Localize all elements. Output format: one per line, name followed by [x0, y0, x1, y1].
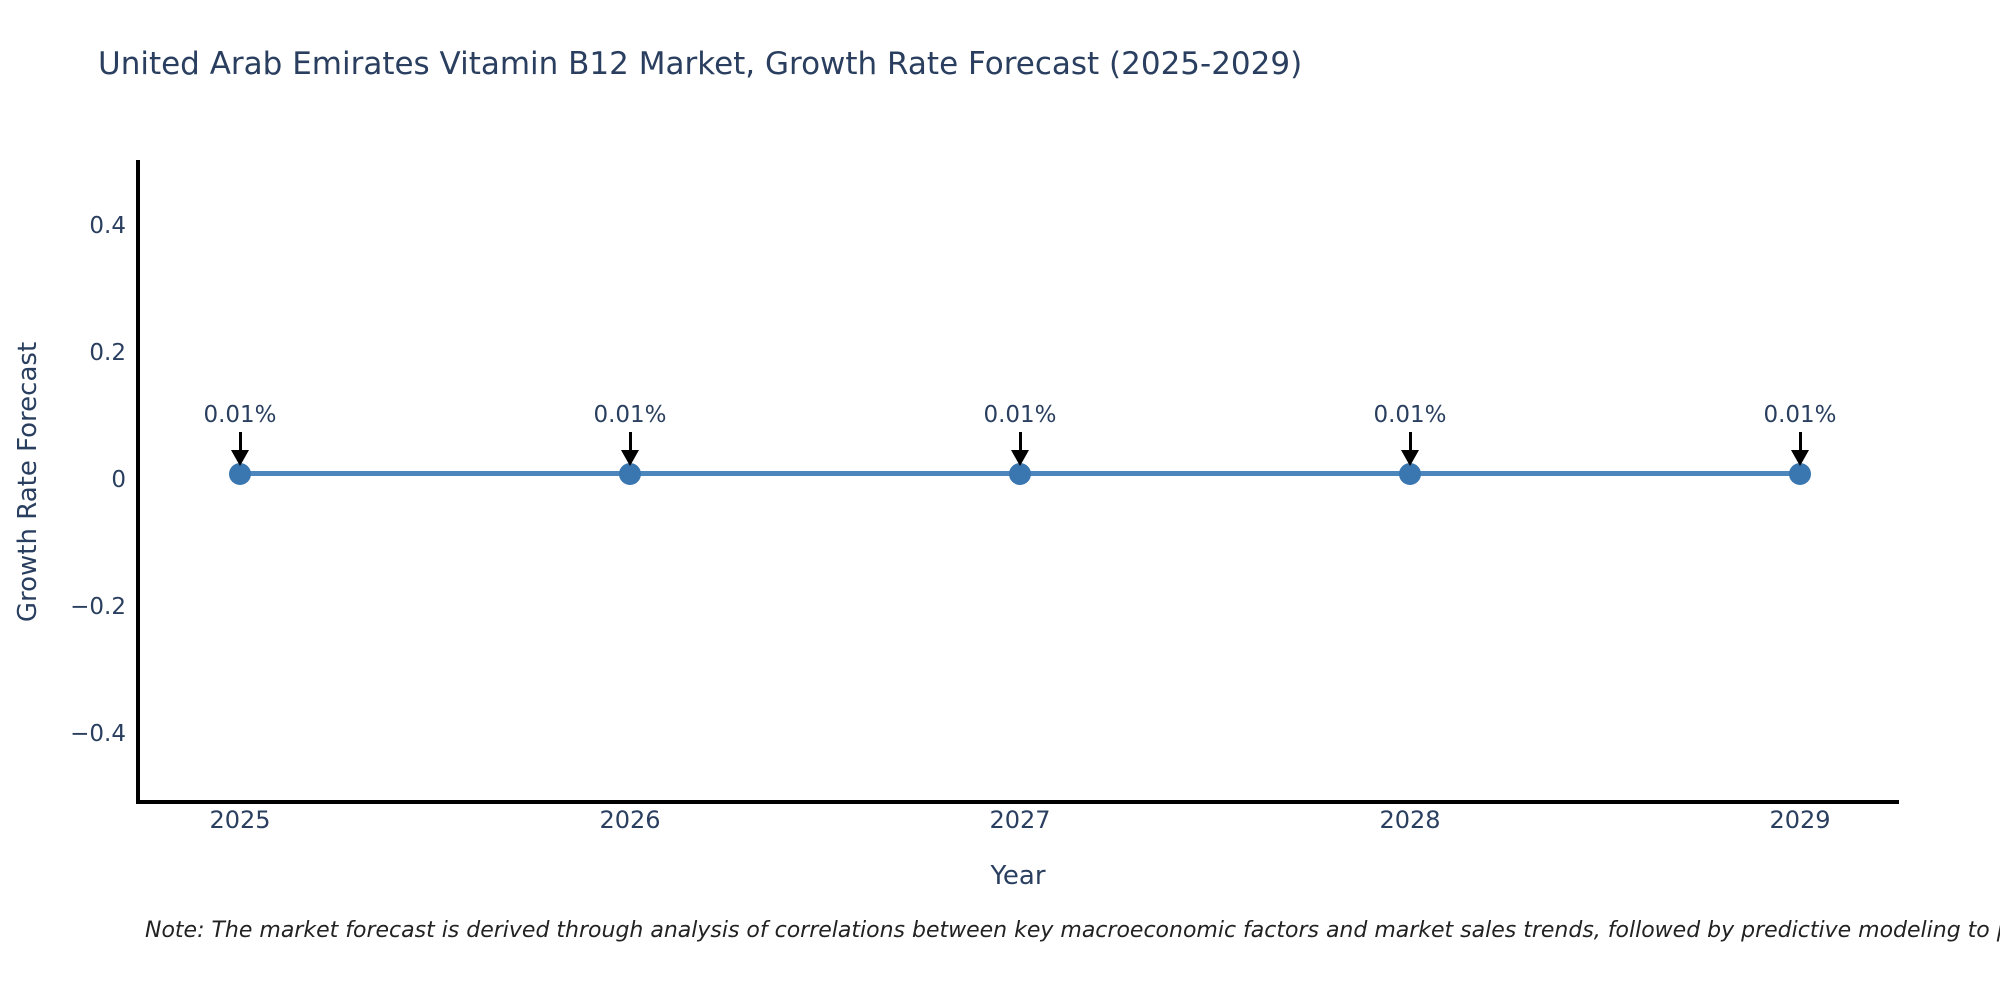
- x-tick-label: 2027: [989, 806, 1051, 834]
- annotation-label: 0.01%: [1763, 401, 1837, 428]
- annotation-arrow-head: [1401, 449, 1419, 466]
- annotation-label: 0.01%: [983, 401, 1057, 428]
- data-point-marker: [1009, 462, 1031, 485]
- x-tick-label: 2026: [599, 806, 661, 834]
- annotation-arrow-shaft: [1798, 431, 1802, 452]
- annotation-arrow-head: [231, 449, 249, 466]
- data-point-marker: [619, 462, 641, 485]
- annotation-arrow-head: [1791, 449, 1809, 466]
- annotation-arrow-shaft: [1018, 431, 1022, 452]
- annotation-arrow-head: [1011, 449, 1029, 466]
- annotation-arrow-head: [621, 449, 639, 466]
- data-point-marker: [1789, 462, 1811, 485]
- x-axis-line: [136, 800, 1899, 804]
- annotation-label: 0.01%: [593, 401, 667, 428]
- y-tick-label: −0.4: [70, 721, 126, 747]
- y-tick-label: 0.4: [89, 213, 126, 239]
- annotation-arrow-shaft: [1408, 431, 1412, 452]
- annotation-label: 0.01%: [1373, 401, 1447, 428]
- y-tick-label: 0: [111, 467, 126, 493]
- y-tick-label: 0.2: [89, 340, 126, 366]
- chart-title: United Arab Emirates Vitamin B12 Market,…: [98, 46, 1303, 82]
- x-tick-label: 2025: [209, 806, 271, 834]
- footnote: Note: The market forecast is derived thr…: [145, 918, 2000, 943]
- y-axis-line: [136, 160, 140, 804]
- y-tick-label: −0.2: [70, 594, 126, 620]
- data-point-marker: [229, 462, 251, 485]
- data-point-marker: [1399, 462, 1421, 485]
- annotation-label: 0.01%: [203, 401, 277, 428]
- x-axis-title: Year: [990, 861, 1046, 891]
- x-tick-label: 2029: [1769, 806, 1831, 834]
- annotation-arrow-shaft: [628, 431, 632, 452]
- x-tick-label: 2028: [1379, 806, 1441, 834]
- annotation-arrow-shaft: [238, 431, 242, 452]
